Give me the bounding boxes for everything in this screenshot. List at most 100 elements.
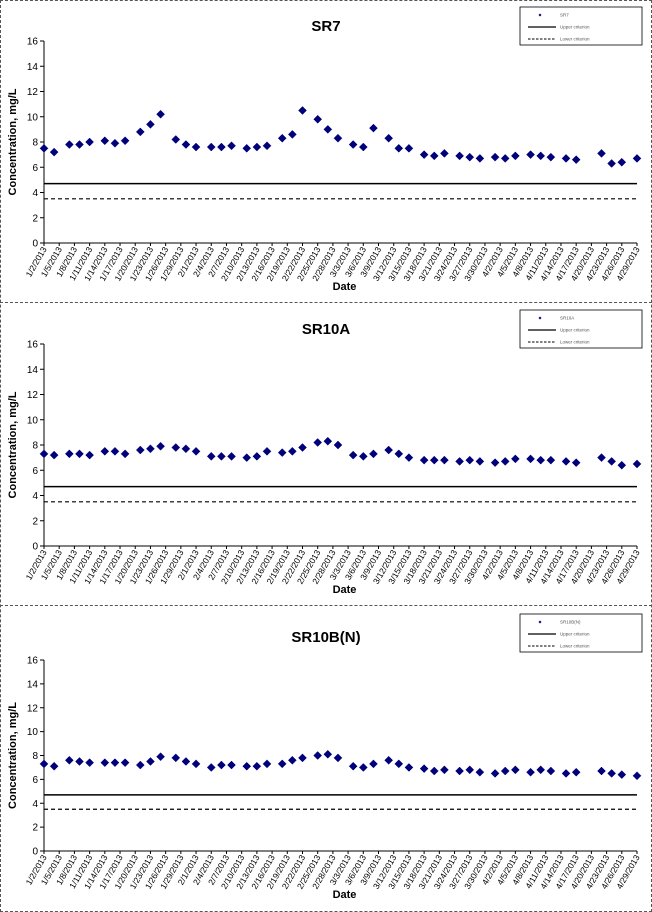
data-point <box>323 749 333 759</box>
data-point <box>242 761 252 771</box>
data-point <box>500 154 510 163</box>
data-point <box>171 135 181 144</box>
data-point <box>404 453 414 462</box>
y-tick-label: 8 <box>32 751 38 762</box>
data-point <box>348 761 358 771</box>
data-point <box>85 450 94 460</box>
chart-panel-sr10a: SR10A 0 2 4 6 8 10 12 14 16 Concentration, mg/L 1/2… <box>0 303 652 605</box>
data-point <box>75 449 84 459</box>
data-point <box>298 106 307 115</box>
data-point <box>100 758 110 768</box>
data-point <box>526 150 535 159</box>
data-point <box>597 453 606 462</box>
chart-panel-sr7: SR7 0 2 4 6 8 10 12 14 16 Concentration, mg/L 1/2/2… <box>0 0 652 302</box>
data-point <box>39 143 49 153</box>
data-point <box>39 759 49 769</box>
data-point <box>419 764 429 773</box>
data-point <box>597 766 606 776</box>
data-point <box>358 452 368 461</box>
y-tick-label: 4 <box>32 799 38 810</box>
data-point <box>440 149 449 158</box>
data-point <box>546 455 556 465</box>
data-point <box>597 149 606 158</box>
data-point <box>217 142 226 152</box>
chart-svg: SR10B(N) 0 2 4 6 8 10 12 14 16 Concentration, mg/L… <box>7 613 643 901</box>
data-point <box>262 446 272 456</box>
data-point <box>465 765 475 775</box>
data-point <box>313 438 323 447</box>
data-point <box>135 445 145 455</box>
data-point <box>110 446 120 456</box>
y-tick-label: 10 <box>27 727 39 738</box>
data-point <box>120 136 130 146</box>
data-point <box>146 757 155 766</box>
legend: SR10A Upper criterion Lower criterion <box>519 309 643 349</box>
y-tick-label: 0 <box>32 542 38 553</box>
data-point <box>39 449 49 459</box>
y-tick-label: 8 <box>32 138 38 149</box>
data-point <box>475 154 485 163</box>
data-point <box>358 142 368 152</box>
y-axis-label: Concentration, mg/L <box>7 88 19 195</box>
data-point <box>546 766 556 776</box>
chart-panel-sr10b-n: SR10B(N) 0 2 4 6 8 10 12 14 16 Concentration, mg/L… <box>0 606 652 910</box>
data-point <box>440 455 449 465</box>
data-point <box>455 151 464 161</box>
data-point <box>49 761 59 771</box>
y-tick-label: 0 <box>32 239 38 250</box>
data-series <box>39 436 642 470</box>
data-point <box>490 769 500 778</box>
data-point <box>536 151 546 161</box>
data-point <box>262 759 272 769</box>
y-tick-label: 2 <box>32 213 38 224</box>
data-point <box>262 141 272 151</box>
data-point <box>277 759 287 769</box>
data-point <box>455 766 464 776</box>
data-point <box>49 147 59 157</box>
data-point <box>227 452 236 461</box>
data-point <box>429 151 439 161</box>
data-point <box>156 752 165 762</box>
data-point <box>571 155 581 165</box>
data-point <box>536 455 546 465</box>
data-point <box>404 763 414 772</box>
data-point <box>100 136 110 146</box>
data-point <box>181 140 191 149</box>
legend-label: Lower criterion <box>560 644 590 649</box>
data-point <box>369 123 378 133</box>
panel-divider <box>0 605 652 606</box>
data-point <box>277 448 287 457</box>
data-point <box>384 445 394 455</box>
data-point <box>333 753 343 763</box>
data-point <box>287 755 297 765</box>
y-tick-label: 4 <box>32 491 38 502</box>
data-point <box>85 758 94 768</box>
y-tick-label: 6 <box>32 163 38 174</box>
chart-title: SR10A <box>302 321 351 338</box>
data-point <box>490 152 500 162</box>
x-axis-label: Date <box>333 281 357 293</box>
data-point <box>181 444 191 454</box>
data-point <box>333 133 343 143</box>
data-point <box>632 459 642 469</box>
data-point <box>526 454 535 464</box>
data-point <box>323 125 333 134</box>
data-point <box>100 446 110 456</box>
data-point <box>227 141 236 151</box>
panel-divider <box>0 302 652 303</box>
data-point <box>110 758 120 768</box>
data-point <box>242 453 252 462</box>
data-point <box>333 440 343 450</box>
y-tick-label: 2 <box>32 516 38 527</box>
x-axis-label: Date <box>333 584 357 596</box>
data-point <box>511 765 520 775</box>
data-point <box>475 457 485 466</box>
data-point <box>632 154 642 163</box>
data-point <box>394 759 404 769</box>
data-point <box>252 142 262 152</box>
data-point <box>500 766 510 776</box>
data-point <box>404 143 414 153</box>
legend-marker <box>538 13 542 17</box>
